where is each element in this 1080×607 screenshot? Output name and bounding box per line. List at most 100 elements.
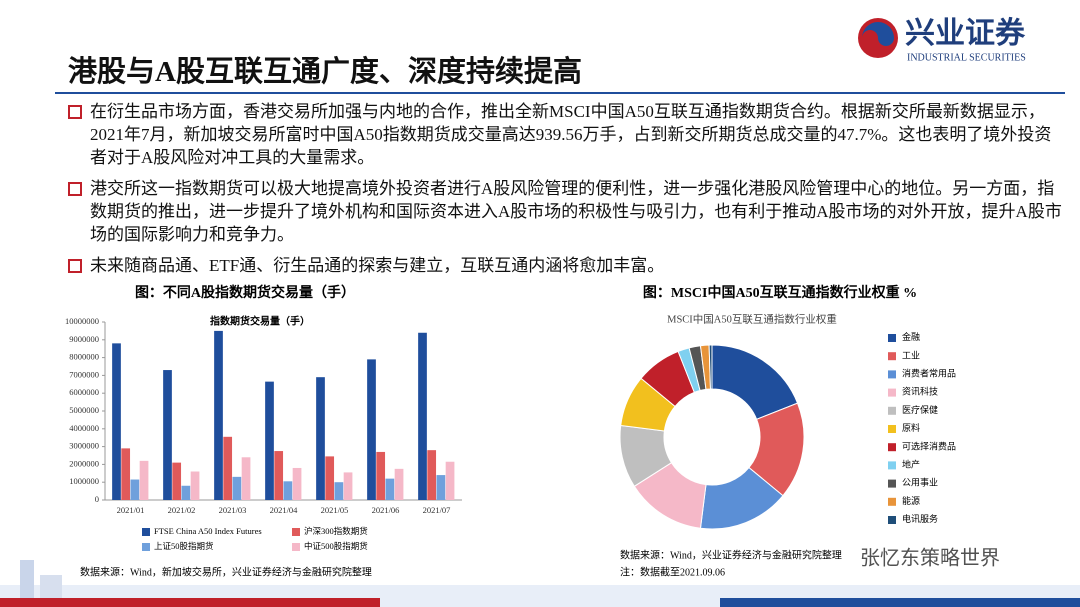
x-tick-label: 2021/04 [270,505,299,515]
bar [376,451,386,500]
bar [436,475,446,500]
bar [190,471,200,500]
y-tick-label: 5000000 [69,405,99,415]
bar [283,481,293,500]
x-tick-label: 2021/07 [423,505,451,515]
legend-label: 中证500股指期货 [304,541,368,551]
bar [223,436,233,500]
bar [316,377,325,500]
legend-swatch [888,516,896,524]
date-note: 注：数据截至2021.09.06 [620,565,725,578]
bar [130,479,140,500]
legend-label: 能源 [902,495,920,506]
chart-title: MSCI中国A50互联互通指数行业权重 [667,312,837,325]
legend-label: 工业 [902,350,920,360]
legend-label: 原料 [902,422,920,433]
legend-label: 上证50股指期货 [154,541,214,551]
y-tick-label: 10000000 [65,316,99,326]
chart-title: 指数期货交易量（手） [210,314,310,327]
bar [241,457,251,500]
y-tick-label: 2000000 [69,458,99,468]
source-note: 数据来源：Wind，兴业证券经济与金融研究院整理 [620,548,842,561]
bar [163,370,172,500]
y-tick-label: 0 [95,494,99,504]
logo: 兴业证券 INDUSTRIAL SECURITIES [858,17,1026,63]
legend-swatch [888,461,896,470]
bar [121,448,131,500]
legend-label: 消费者常用品 [902,367,956,378]
legend-swatch [888,334,896,342]
bar [367,359,376,500]
logo-subtext: INDUSTRIAL SECURITIES [907,52,1026,63]
y-tick-label: 8000000 [69,352,99,362]
skyline [0,560,1080,607]
x-tick-label: 2021/02 [168,505,196,515]
x-tick-label: 2021/06 [372,505,400,515]
bar [418,332,427,500]
legend-label: 资讯科技 [902,386,938,397]
donut-slice [708,344,713,390]
source-note: 数据来源：Wind，新加坡交易所，兴业证券经济与金融研究院整理 [80,565,372,578]
legend-label: 电讯服务 [902,513,938,524]
bar [385,478,395,500]
legend-swatch [142,543,150,551]
chart-caption: 图：MSCI中国A50互联互通指数行业权重 % [643,284,917,301]
logo-text: 兴业证券 [905,17,1026,50]
bullet: 未来随商品通、ETF通、衍生品通的探索与建立，互联互通内涵将愈加丰富。 [68,254,1068,277]
bar [427,450,437,500]
bar [112,343,121,500]
y-tick-label: 3000000 [69,441,99,451]
footer-stripe [720,598,1080,607]
bullet-list: 在衍生品市场方面，香港交易所加强与内地的合作，推出全新MSCI中国A50互联互通… [68,100,1068,285]
legend-label: 公用事业 [902,477,938,488]
legend-label: 金融 [902,331,920,342]
legend-label: FTSE China A50 Index Futures [154,526,262,536]
watermark: 张忆东策略世界 [860,547,1000,570]
bullet: 在衍生品市场方面，香港交易所加强与内地的合作，推出全新MSCI中国A50互联互通… [68,100,1068,169]
y-tick-label: 1000000 [69,476,99,486]
title-rule [55,92,1065,94]
bar [394,468,404,500]
legend-label: 地产 [902,458,920,469]
legend-swatch [292,528,300,536]
bar [232,476,242,500]
bar [139,460,149,500]
y-tick-label: 4000000 [69,423,99,433]
legend-swatch [888,406,896,415]
x-tick-label: 2021/03 [219,505,247,515]
slide-title: 港股与A股互联互通广度、深度持续提高 [68,56,582,88]
legend-swatch [888,370,896,379]
legend-swatch [888,443,896,452]
x-tick-label: 2021/01 [117,505,145,515]
legend-swatch [888,388,896,397]
chart-caption: 图：不同A股指数期货交易量（手） [135,284,355,301]
building [20,560,34,607]
y-tick-label: 9000000 [69,334,99,344]
legend-label: 可选择消费品 [902,440,956,451]
legend-swatch [888,497,896,506]
x-tick-label: 2021/05 [321,505,349,515]
bar [334,482,344,500]
bullet: 港交所这一指数期货可以极大地提高境外投资者进行A股风险管理的便利性，进一步强化港… [68,177,1068,246]
bar [181,485,191,500]
legend-swatch [888,352,896,361]
logo-mark [862,22,894,46]
bar [292,467,302,500]
legend-swatch [292,543,300,551]
bar [172,462,182,500]
bar [265,381,274,500]
footer-stripe [0,598,380,607]
legend-label: 沪深300指数期货 [304,526,368,536]
bar [343,472,353,500]
y-tick-label: 7000000 [69,369,99,379]
legend-label: 医疗保健 [902,404,938,415]
bar [274,451,284,500]
legend-swatch [888,479,896,488]
y-tick-label: 6000000 [69,387,99,397]
bar [325,456,335,500]
bar [445,461,455,500]
legend-swatch [142,528,150,536]
bar [214,330,223,500]
